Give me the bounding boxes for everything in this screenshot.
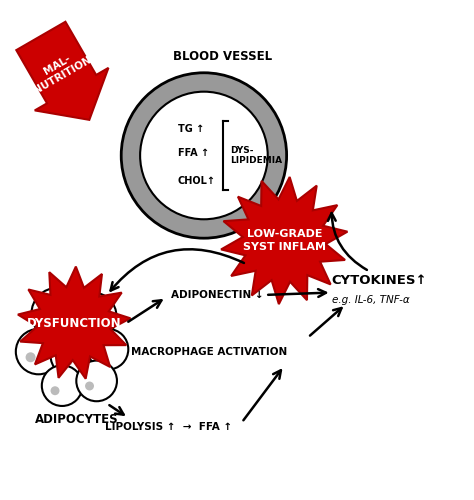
Circle shape	[43, 314, 54, 326]
Text: ADIPONECTIN ↓: ADIPONECTIN ↓	[171, 290, 264, 300]
Text: CHOL↑: CHOL↑	[178, 176, 216, 186]
Text: BLOOD VESSEL: BLOOD VESSEL	[173, 50, 273, 64]
Polygon shape	[18, 266, 130, 378]
Circle shape	[62, 355, 73, 366]
Text: CYTOKINES↑: CYTOKINES↑	[331, 274, 427, 287]
Circle shape	[79, 317, 90, 328]
Polygon shape	[16, 22, 109, 120]
Text: LOW-GRADE
SYST INFLAM: LOW-GRADE SYST INFLAM	[243, 230, 326, 252]
Circle shape	[26, 352, 36, 362]
Circle shape	[140, 92, 268, 220]
Polygon shape	[221, 177, 347, 304]
Text: DYS-
LIPIDEMIA: DYS- LIPIDEMIA	[230, 146, 283, 165]
Text: e.g. IL-6, TNF-α: e.g. IL-6, TNF-α	[331, 294, 409, 304]
Circle shape	[51, 386, 60, 395]
Circle shape	[121, 73, 287, 238]
Text: LIPOLYSIS ↑  →  FFA ↑: LIPOLYSIS ↑ → FFA ↑	[105, 422, 232, 432]
Text: DYSFUNCTION: DYSFUNCTION	[27, 317, 121, 330]
Circle shape	[50, 328, 102, 380]
Circle shape	[96, 350, 105, 359]
Circle shape	[31, 288, 83, 340]
Circle shape	[16, 329, 61, 374]
Text: TG ↑: TG ↑	[178, 124, 204, 134]
Text: FFA ↑: FFA ↑	[178, 148, 209, 158]
Text: MAL-
NUTRITION: MAL- NUTRITION	[26, 45, 93, 96]
Circle shape	[76, 360, 117, 401]
Circle shape	[85, 382, 94, 390]
Circle shape	[42, 366, 82, 406]
Text: ADIPOCYTES: ADIPOCYTES	[35, 413, 118, 426]
Circle shape	[69, 292, 117, 340]
Circle shape	[88, 329, 128, 370]
Text: MACROPHAGE ACTIVATION: MACROPHAGE ACTIVATION	[130, 346, 287, 356]
